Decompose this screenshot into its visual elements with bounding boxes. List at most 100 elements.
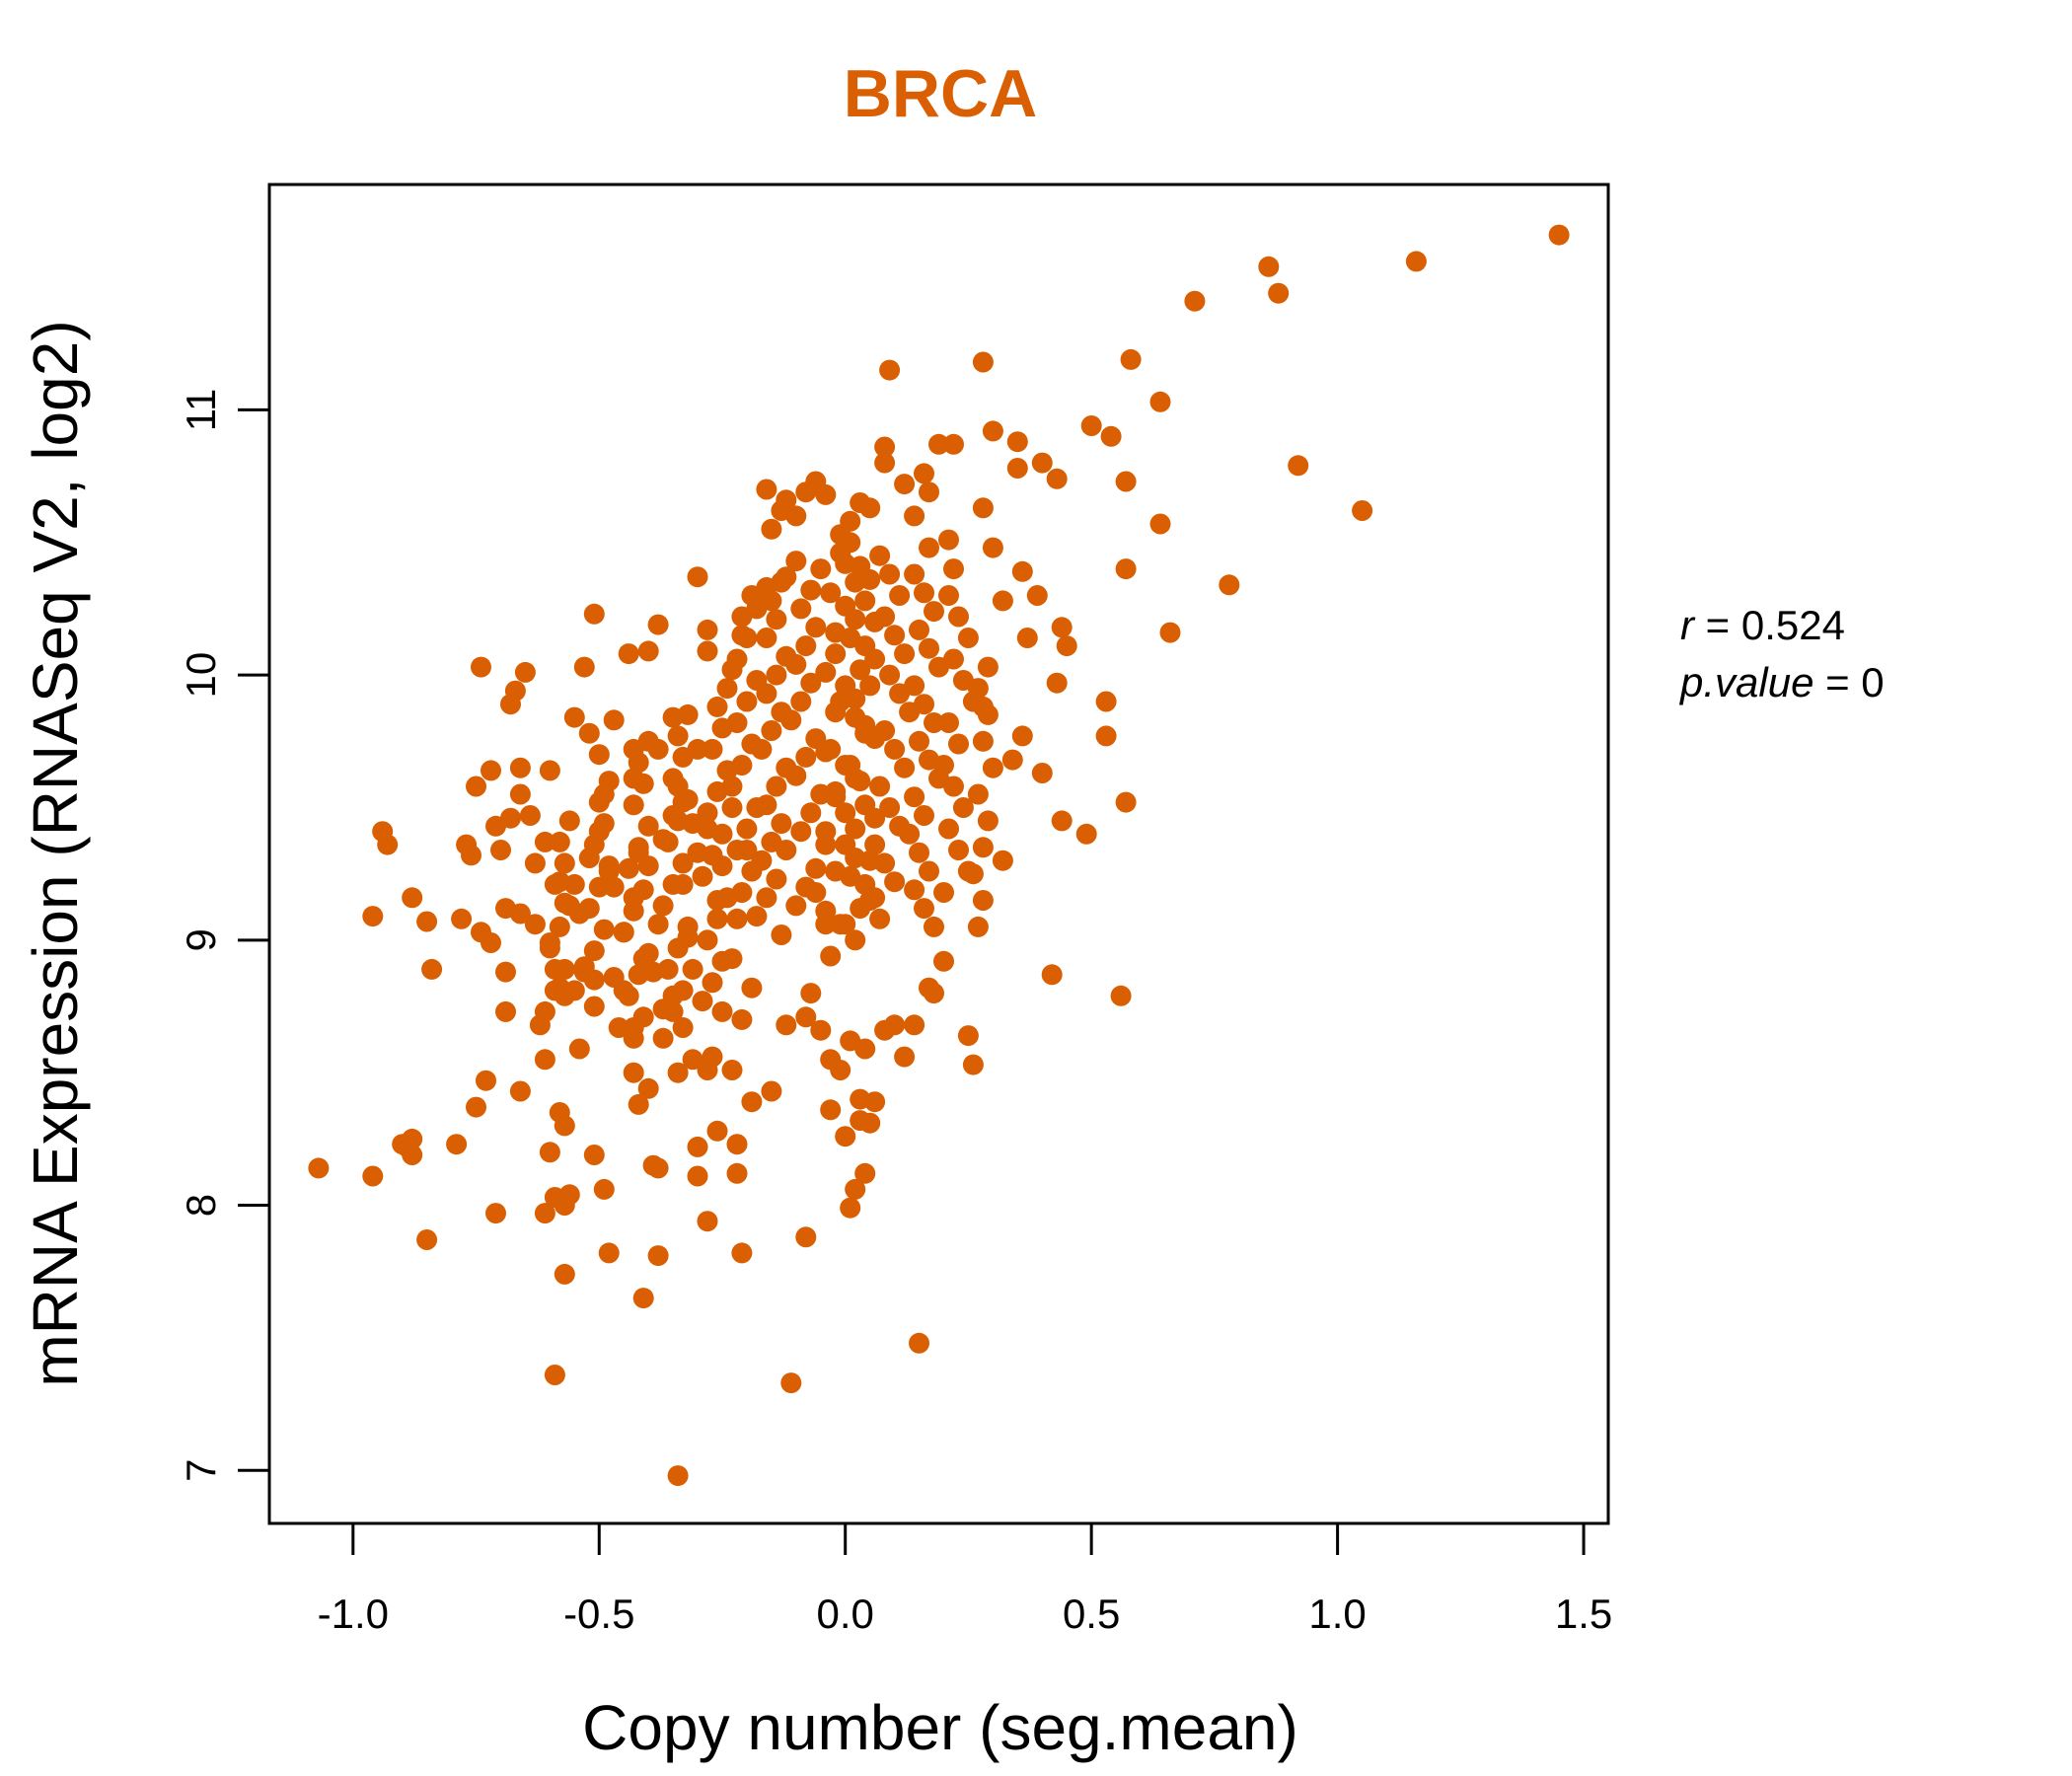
data-point xyxy=(756,628,777,648)
data-point xyxy=(746,670,768,691)
data-point xyxy=(416,1229,438,1250)
x-tick-label: 0.0 xyxy=(817,1591,874,1637)
data-point xyxy=(992,590,1013,612)
data-point xyxy=(909,1332,929,1354)
data-point xyxy=(924,983,944,1004)
data-point xyxy=(1115,558,1137,580)
r-symbol: r xyxy=(1680,602,1696,648)
data-point xyxy=(1548,224,1570,246)
data-point xyxy=(1051,810,1073,832)
data-point xyxy=(731,606,753,628)
data-point xyxy=(864,807,886,829)
data-point xyxy=(534,1049,555,1071)
data-point xyxy=(623,1062,644,1083)
data-point xyxy=(554,958,575,980)
data-point xyxy=(904,879,925,901)
data-point xyxy=(524,852,546,874)
data-point xyxy=(741,585,763,606)
data-point xyxy=(820,1099,842,1121)
data-point xyxy=(1011,725,1033,747)
data-point xyxy=(593,919,615,940)
data-point xyxy=(402,1145,423,1165)
data-point xyxy=(785,895,807,917)
data-point xyxy=(933,950,954,972)
data-point xyxy=(982,537,1003,558)
data-point xyxy=(972,837,994,858)
data-point xyxy=(904,563,925,585)
data-point xyxy=(810,1019,832,1041)
data-point xyxy=(711,823,733,845)
data-point xyxy=(899,823,921,845)
data-point xyxy=(677,703,699,725)
data-point xyxy=(919,537,939,558)
data-point xyxy=(815,821,837,843)
data-point xyxy=(731,1008,753,1030)
data-point xyxy=(706,780,728,802)
data-point xyxy=(904,675,925,697)
data-point xyxy=(1095,691,1117,712)
data-point xyxy=(558,810,580,832)
data-point xyxy=(554,852,575,874)
data-point xyxy=(864,887,886,909)
data-point xyxy=(637,730,659,752)
data-point xyxy=(854,590,876,612)
data-point xyxy=(402,887,423,909)
data-point xyxy=(509,1080,531,1102)
data-point xyxy=(790,691,812,712)
data-point xyxy=(835,1126,856,1147)
data-point xyxy=(845,818,866,840)
data-point xyxy=(716,887,738,909)
data-point xyxy=(647,914,669,935)
data-point xyxy=(845,688,866,709)
data-point xyxy=(628,1093,649,1115)
data-point xyxy=(919,860,939,882)
data-point xyxy=(943,558,964,580)
data-point xyxy=(632,879,654,901)
data-point xyxy=(1288,455,1309,477)
data-point xyxy=(1026,585,1048,606)
data-point xyxy=(603,876,625,898)
data-point xyxy=(825,622,847,643)
data-point xyxy=(588,744,610,766)
x-tick-label: -0.5 xyxy=(563,1591,634,1637)
data-point xyxy=(687,566,708,588)
data-point xyxy=(583,1145,605,1165)
data-point xyxy=(805,617,827,638)
data-point xyxy=(845,848,866,868)
data-point xyxy=(864,728,886,750)
data-point xyxy=(697,1211,718,1232)
data-point xyxy=(933,882,954,903)
data-point xyxy=(554,1115,575,1137)
y-axis-label: mRNA Expression (RNASeq V2, log2) xyxy=(20,320,91,1386)
data-point xyxy=(578,722,600,744)
data-point xyxy=(845,1178,866,1200)
data-point xyxy=(632,1288,654,1309)
data-point xyxy=(711,1000,733,1022)
data-point xyxy=(1046,468,1068,489)
data-point xyxy=(766,776,787,797)
data-point xyxy=(726,908,748,929)
data-point xyxy=(1115,791,1137,813)
data-point xyxy=(402,1128,423,1149)
data-point xyxy=(736,818,758,840)
x-tick-label: 1.5 xyxy=(1555,1591,1612,1637)
data-point xyxy=(481,760,501,781)
data-point xyxy=(637,942,659,964)
data-point xyxy=(647,1157,669,1179)
data-point xyxy=(726,1162,748,1184)
data-point xyxy=(815,661,837,683)
data-point xyxy=(421,958,443,980)
data-point xyxy=(563,873,585,895)
data-point xyxy=(977,703,999,725)
data-point xyxy=(711,717,733,739)
data-point xyxy=(825,643,847,665)
data-point xyxy=(761,831,782,852)
data-point xyxy=(1149,513,1171,535)
data-point xyxy=(554,1195,575,1216)
data-point xyxy=(632,1006,654,1028)
data-point xyxy=(1219,574,1240,596)
data-point xyxy=(845,929,866,951)
data-point xyxy=(771,925,792,945)
data-point xyxy=(879,664,901,686)
data-point xyxy=(667,1465,689,1487)
